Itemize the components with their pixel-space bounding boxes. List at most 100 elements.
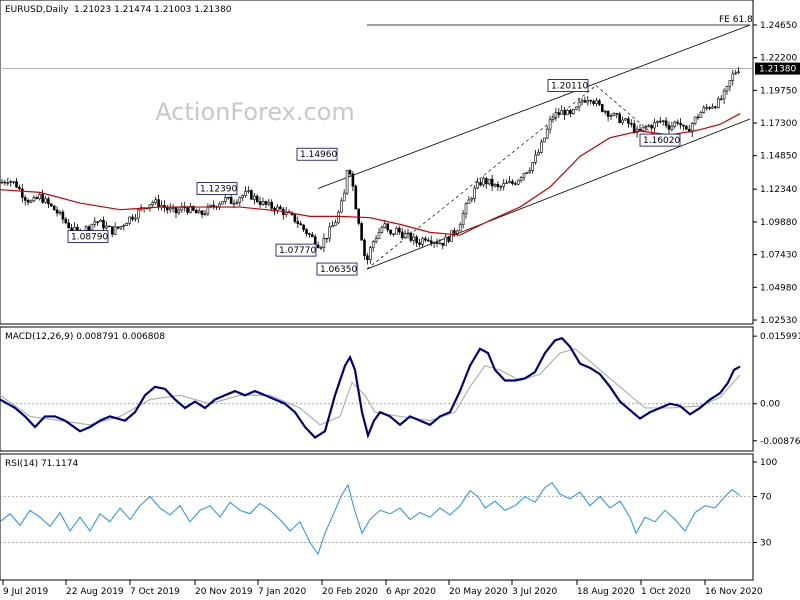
macd-layer bbox=[0, 336, 753, 439]
candle-body bbox=[699, 112, 703, 118]
candle-body bbox=[244, 191, 247, 196]
candle-body bbox=[203, 213, 207, 215]
price-annotation: 1.20110 bbox=[551, 82, 588, 92]
candle-body bbox=[737, 71, 740, 74]
macd-tick-label: 0.015991 bbox=[760, 332, 800, 342]
rsi-panel-title: RSI(14) 71.1174 bbox=[5, 459, 78, 469]
candle-body bbox=[241, 195, 244, 199]
candle-body bbox=[537, 152, 540, 156]
last-price-badge bbox=[755, 62, 800, 75]
candle-body bbox=[644, 126, 648, 128]
candle-body bbox=[540, 141, 543, 153]
candle-body bbox=[682, 124, 685, 127]
price-annotation-box bbox=[316, 262, 358, 276]
candle-body bbox=[195, 210, 198, 214]
candle-body bbox=[20, 188, 24, 198]
candle-body bbox=[722, 90, 726, 100]
candle-body bbox=[484, 178, 488, 185]
candle-body bbox=[102, 219, 105, 229]
x-tick-label: 6 Apr 2020 bbox=[386, 587, 436, 597]
candle-body bbox=[705, 107, 709, 109]
candle-body bbox=[125, 222, 128, 226]
candle-body bbox=[569, 109, 572, 114]
candle-body bbox=[119, 225, 123, 229]
candle-body bbox=[9, 181, 12, 183]
candle-body bbox=[455, 230, 459, 234]
candle-body bbox=[18, 186, 21, 190]
candle-body bbox=[296, 221, 300, 225]
candle-body bbox=[592, 100, 595, 104]
candle-body bbox=[308, 233, 311, 235]
candle-body bbox=[392, 233, 395, 235]
candle-body bbox=[168, 207, 172, 211]
candle-body bbox=[32, 197, 36, 202]
candle-body bbox=[557, 112, 561, 115]
candle-body bbox=[467, 199, 471, 204]
price-tick-label: 1.09880 bbox=[760, 218, 797, 228]
candle-body bbox=[192, 206, 195, 211]
candle-body bbox=[93, 221, 97, 225]
candle-body bbox=[0, 181, 4, 184]
candle-body bbox=[638, 128, 642, 131]
x-tick-label: 18 Aug 2020 bbox=[577, 587, 635, 597]
watermark: ActionForex.com bbox=[155, 98, 355, 126]
candle-body bbox=[26, 200, 30, 203]
candle-body bbox=[632, 123, 636, 133]
candle-body bbox=[197, 210, 201, 214]
candle-body bbox=[476, 182, 479, 189]
candle-body bbox=[708, 107, 711, 109]
candle-body bbox=[664, 120, 668, 126]
price-tick-label: 1.22200 bbox=[760, 54, 797, 64]
candle-body bbox=[383, 223, 387, 228]
candle-body bbox=[128, 216, 131, 224]
price-annotation: 1.14960 bbox=[300, 150, 337, 160]
candle-body bbox=[148, 204, 152, 209]
candle-body bbox=[685, 125, 688, 130]
candle-body bbox=[389, 229, 392, 234]
price-tick-label: 1.07430 bbox=[760, 251, 797, 261]
candle-body bbox=[595, 100, 598, 104]
moving-average-line bbox=[0, 113, 741, 236]
last-price-label: 1.21380 bbox=[759, 65, 796, 75]
candle-body bbox=[571, 109, 575, 114]
candle-body bbox=[496, 183, 500, 187]
candle-body bbox=[354, 185, 358, 210]
x-tick-label: 20 Nov 2019 bbox=[195, 587, 253, 597]
candle-body bbox=[397, 227, 401, 233]
price-tick-label: 1.12340 bbox=[760, 185, 797, 195]
candle-body bbox=[473, 187, 477, 199]
candle-body bbox=[360, 223, 363, 241]
candle-body bbox=[670, 125, 674, 130]
price-annotation: 1.06350 bbox=[320, 265, 357, 275]
candle-body bbox=[493, 183, 497, 187]
candle-body bbox=[621, 119, 624, 123]
candle-body bbox=[52, 205, 56, 211]
candle-body bbox=[583, 100, 587, 103]
x-tick-label: 16 Nov 2020 bbox=[705, 587, 763, 597]
wave-dash-2 bbox=[595, 85, 661, 141]
candle-body bbox=[627, 118, 630, 124]
candle-body bbox=[441, 242, 445, 246]
candle-body bbox=[690, 123, 694, 133]
candle-body bbox=[55, 209, 59, 214]
candle-body bbox=[224, 197, 227, 202]
candle-body bbox=[731, 73, 735, 81]
candle-body bbox=[255, 195, 259, 202]
candle-body bbox=[221, 201, 224, 205]
candle-body bbox=[87, 226, 91, 231]
candle-body bbox=[58, 211, 62, 214]
candle-body bbox=[35, 197, 39, 199]
candle-body bbox=[328, 226, 332, 239]
macd-signal-line bbox=[0, 348, 741, 426]
candle-body bbox=[351, 173, 355, 187]
candle-body bbox=[348, 170, 352, 175]
candle-body bbox=[331, 225, 334, 228]
price-annotation-box bbox=[196, 182, 238, 195]
candle-body bbox=[653, 122, 656, 129]
price-annotation: 1.08790 bbox=[71, 233, 108, 243]
candle-body bbox=[487, 178, 491, 185]
fib-label: FE 61.8 bbox=[719, 15, 753, 25]
price-tick-label: 1.02530 bbox=[760, 316, 797, 326]
candle-body bbox=[470, 198, 474, 201]
x-tick-label: 7 Jan 2020 bbox=[258, 587, 306, 597]
